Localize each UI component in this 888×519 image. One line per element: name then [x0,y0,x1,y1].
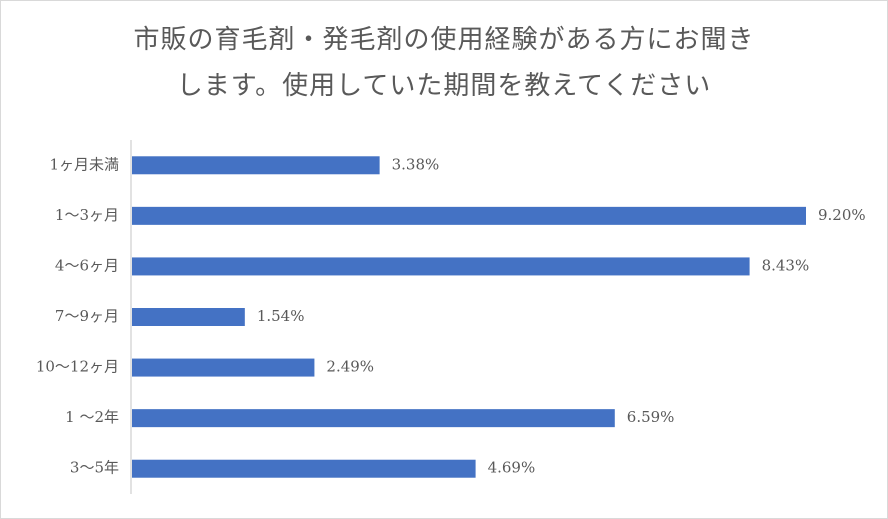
bar-7 [132,459,476,478]
bar-4 [132,308,245,326]
bar-2 [132,206,806,225]
category-label-7: 3〜5年 [70,459,119,477]
chart-title-line-1: 市販の育毛剤・発毛剤の使用経験がある方にお聞き [133,25,755,55]
chart-title-line-2: します。使用していた期間を教えてください [176,71,712,101]
data-label-4: 1.54% [257,307,305,325]
category-label-5: 10〜12ヶ月 [36,358,119,376]
data-label-6: 6.59% [627,408,675,426]
category-label-4: 7〜9ヶ月 [55,307,119,325]
bar-5 [132,358,315,377]
category-label-6: 1 〜2年 [65,408,119,426]
category-label-2: 1〜3ヶ月 [55,206,119,224]
bar-1 [132,156,380,175]
data-label-7: 4.69% [488,459,536,477]
data-label-3: 8.43% [762,256,810,274]
chart-title: 市販の育毛剤・発毛剤の使用経験がある方にお聞き します。使用していた期間を教えて… [1,17,887,109]
data-label-2: 9.20% [818,206,866,224]
data-label-1: 3.38% [392,155,440,173]
category-label-3: 4〜6ヶ月 [55,256,119,274]
data-label-5: 2.49% [326,358,374,376]
bar-3 [132,257,750,276]
category-label-1: 1ヶ月未満 [49,155,119,173]
bar-6 [132,409,615,428]
